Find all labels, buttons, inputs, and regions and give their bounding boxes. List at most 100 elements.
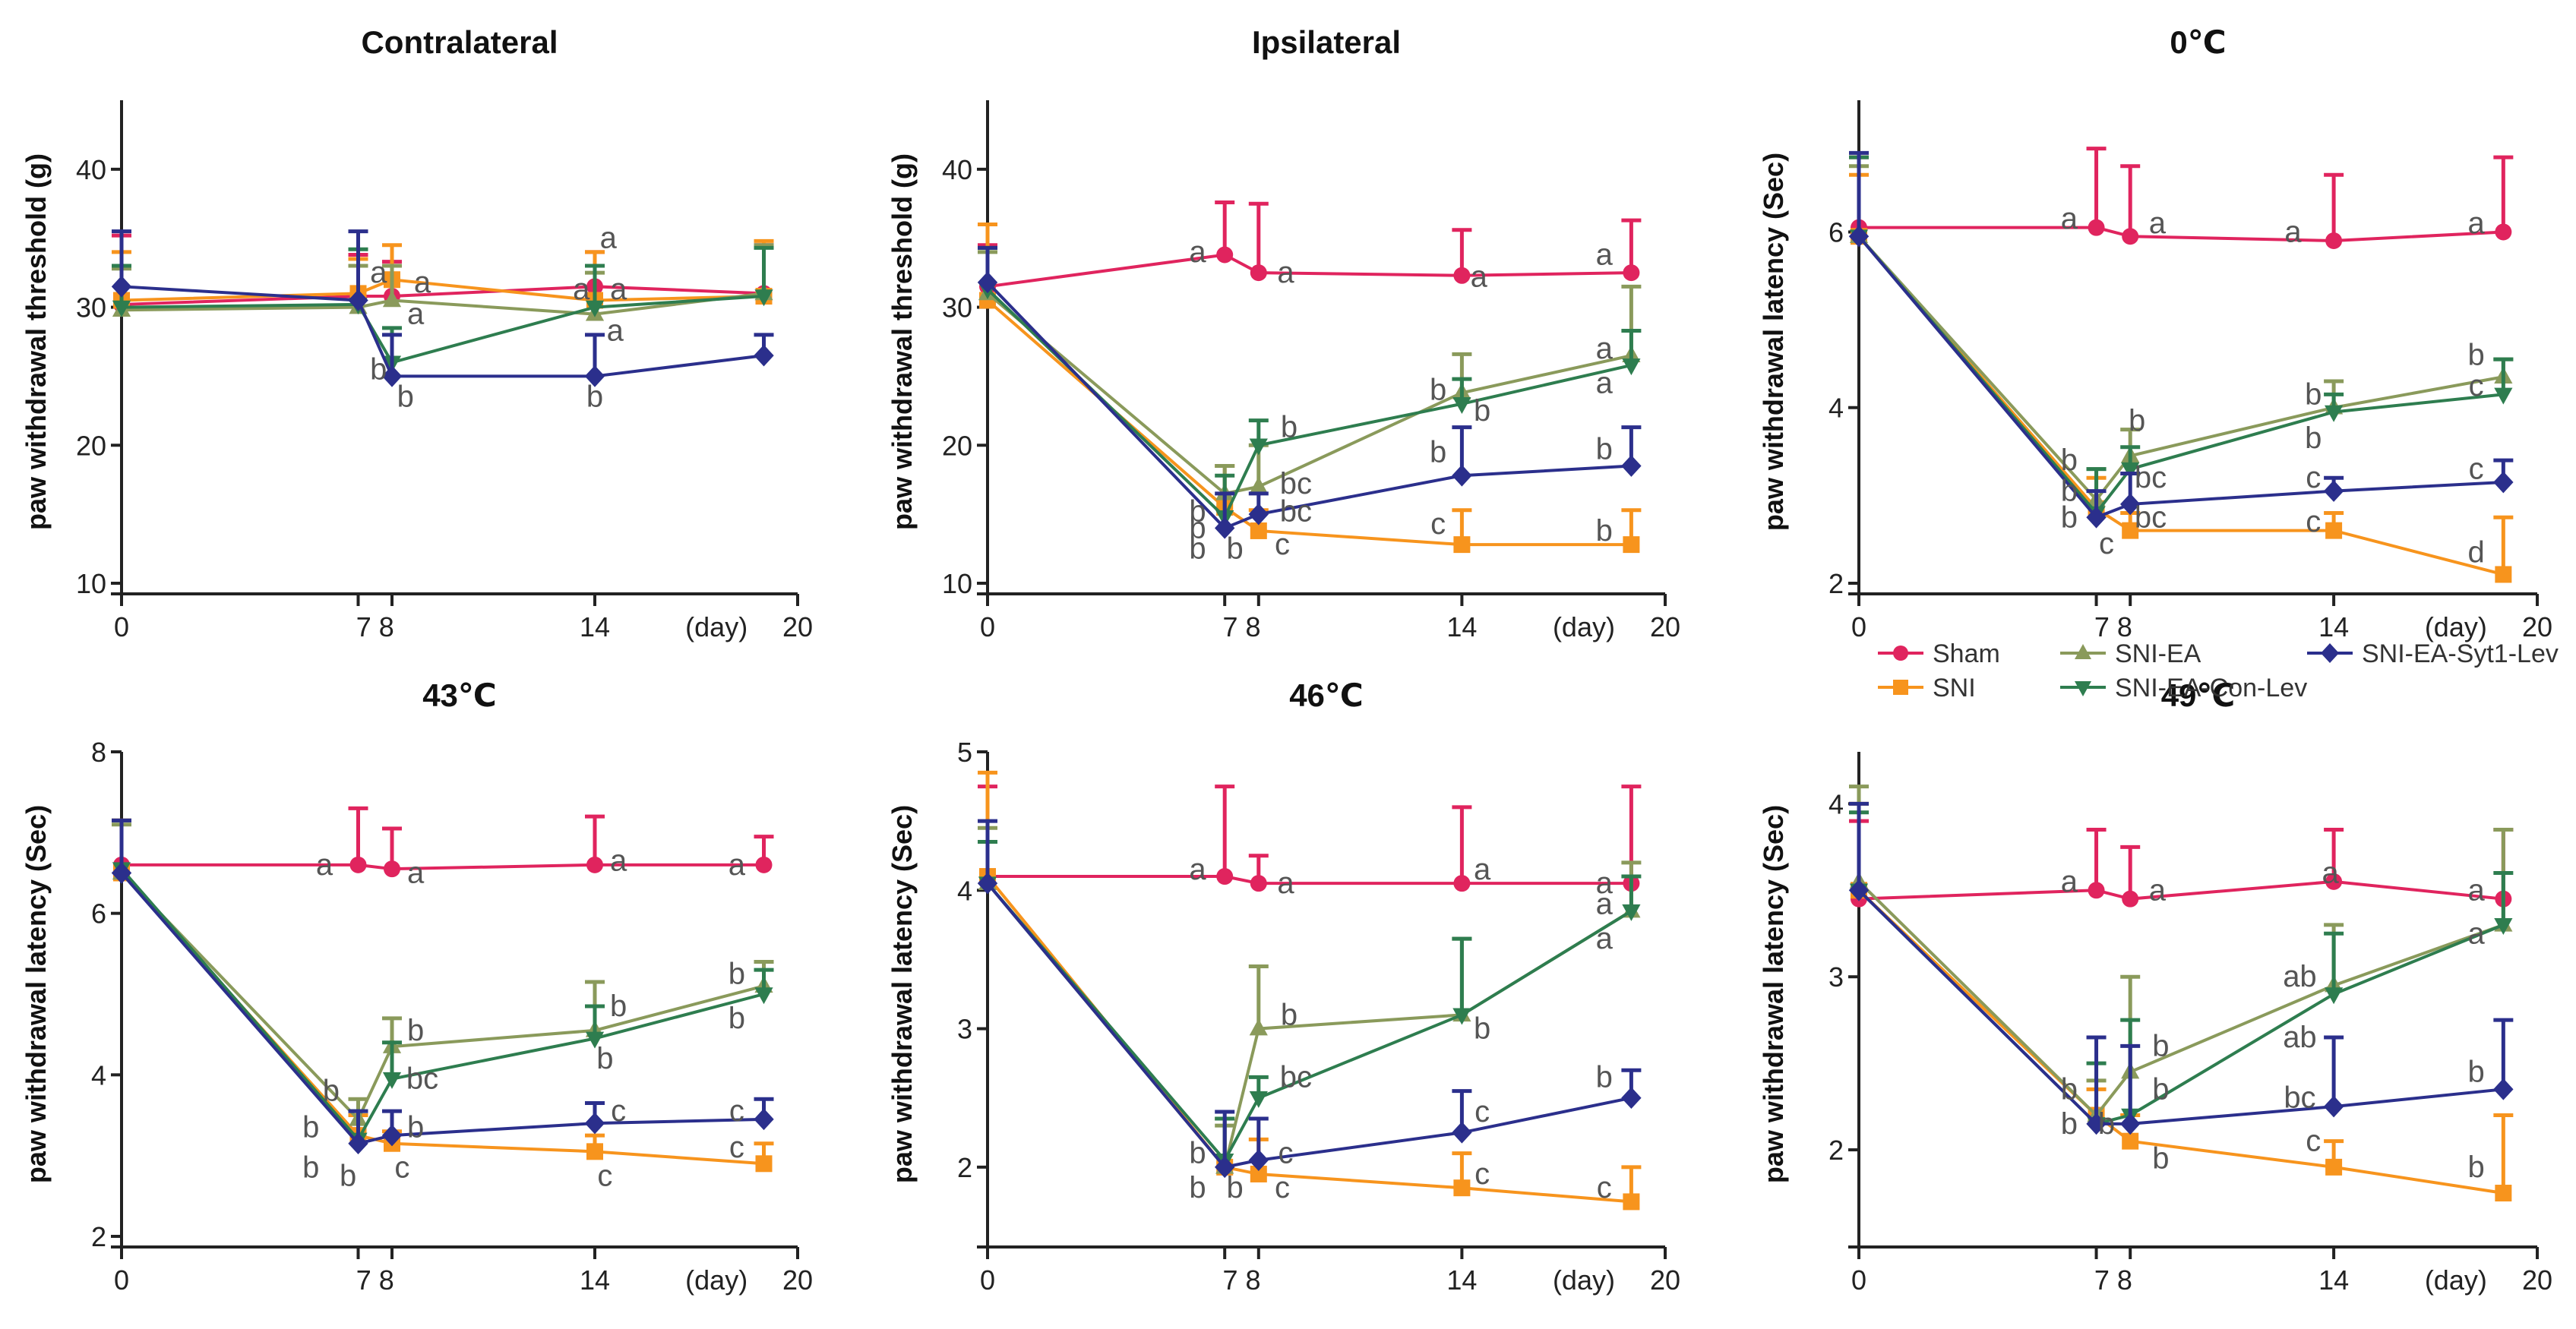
series-sni-ea-syt1-lev (977, 819, 1642, 1179)
significance-letter: b (302, 1110, 319, 1144)
data-point (755, 856, 773, 873)
y-tick-label: 4 (1828, 788, 1844, 819)
series-line (1857, 235, 2504, 516)
significance-letter: b (1189, 532, 1206, 566)
significance-letter: c (1597, 1171, 1612, 1204)
x-tick-label: 14 (580, 611, 610, 642)
significance-letter: bc (1280, 1060, 1312, 1094)
significance-letter: c (1430, 507, 1446, 541)
series-sni-ea-syt1-lev (1848, 150, 2514, 529)
significance-letter: b (1596, 514, 1613, 548)
y-tick-label: 3 (957, 1014, 972, 1045)
y-tick-label: 4 (1828, 393, 1844, 424)
data-point (1248, 1149, 1269, 1172)
significance-letter: b (1281, 411, 1297, 444)
data-point (2495, 223, 2512, 241)
significance-letter: b (2129, 404, 2145, 437)
chart-panel-3: 0℃ 2 4 6 0 7 8 14 20 (day) paw withdrawal latency… (1758, 24, 2552, 642)
significance-letter: a (729, 848, 746, 882)
significance-letter: a (1596, 238, 1614, 272)
significance-letter: c (597, 1159, 612, 1192)
legend-item-sni-ea-syt1-lev: SNI-EA-Syt1-Lev (2307, 639, 2559, 668)
data-point (1250, 875, 1267, 892)
significance-letter: a (1277, 867, 1294, 900)
data-point (2493, 471, 2514, 494)
series-sni-ea-syt1-lev (977, 245, 1642, 539)
significance-letter: c (1278, 1137, 1293, 1170)
series-line (1857, 889, 2505, 1126)
significance-letter: b (1226, 532, 1243, 566)
significance-letter: b (302, 1151, 319, 1185)
significance-letter: a (610, 273, 627, 306)
significance-letter: b (1189, 495, 1206, 529)
x-tick-label: 20 (782, 611, 813, 642)
legend-marker (1893, 646, 1908, 661)
significance-letter: b (1596, 1060, 1613, 1094)
significance-letter: b (610, 990, 627, 1023)
significance-letter: b (729, 957, 745, 990)
data-point (2325, 232, 2343, 250)
chart-title: 49℃ (2161, 677, 2236, 713)
x-tick-label: 7 8 (356, 1264, 394, 1296)
x-tick-label: 7 8 (2094, 611, 2132, 642)
significance-letter: b (1430, 435, 1446, 469)
series-sham (1849, 147, 2514, 250)
series-sni-ea-con-lev (978, 839, 1642, 1170)
data-point (1250, 1165, 1267, 1182)
y-tick-label: 2 (1828, 1135, 1844, 1166)
data-point (2122, 228, 2139, 245)
data-point (2323, 1095, 2344, 1118)
data-point (1250, 522, 1267, 539)
significance-letter: b (1474, 1012, 1490, 1046)
data-point (384, 860, 400, 878)
y-tick-label: 10 (942, 568, 972, 599)
significance-letter: b (2152, 1141, 2169, 1175)
data-point (584, 1112, 605, 1135)
significance-letter: bc (2135, 461, 2167, 494)
data-point (348, 289, 368, 311)
data-point (2325, 405, 2344, 422)
significance-letter: b (2468, 1056, 2485, 1089)
series-sham (978, 784, 1642, 892)
significance-letter: a (2284, 215, 2302, 248)
significance-letter: b (2061, 1072, 2078, 1106)
data-point (1848, 225, 1870, 248)
significance-letter: b (407, 1110, 424, 1144)
significance-letter: b (2305, 421, 2322, 455)
chart-panel-5: 46℃ 2 3 4 5 0 7 8 14 20 (day) paw withdrawal laten… (887, 677, 1680, 1296)
data-point (1249, 1091, 1268, 1108)
data-point (2120, 493, 2141, 516)
significance-letter: c (729, 1094, 744, 1128)
series-line (987, 253, 1632, 289)
significance-letter: b (1430, 374, 1446, 407)
significance-letter: bc (406, 1062, 438, 1096)
legend-item-sham: Sham (1878, 639, 2000, 668)
x-axis-unit-label: (day) (1553, 1264, 1615, 1296)
x-tick-label: 14 (580, 1264, 610, 1296)
data-point (2495, 1185, 2512, 1202)
significance-letter: b (2061, 444, 2078, 477)
data-point (1621, 455, 1642, 477)
data-point (1249, 476, 1268, 494)
data-point (754, 289, 773, 307)
chart-panel-6: 49℃ 2 3 4 0 7 8 14 20 (day) paw withdrawal latenc… (1758, 639, 2559, 1296)
significance-letter: a (370, 256, 387, 289)
x-tick-label: 14 (1446, 611, 1477, 642)
series-line (986, 292, 1632, 496)
data-point (977, 872, 998, 895)
significance-letter: c (2469, 369, 2484, 402)
x-tick-label: 0 (114, 1264, 129, 1296)
data-point (1623, 264, 1640, 282)
significance-letter: bc (1280, 467, 1312, 500)
significance-letter: d (2468, 536, 2485, 570)
significance-letter: a (573, 273, 590, 306)
significance-letter: a (600, 222, 618, 255)
data-point (585, 300, 605, 317)
legend-marker (2075, 681, 2091, 696)
series-sni-ea (1849, 784, 2514, 1122)
significance-letter: b (2061, 475, 2078, 508)
x-tick-label: 0 (114, 611, 129, 642)
data-point (755, 1155, 773, 1173)
significance-letter: a (610, 844, 627, 878)
y-tick-label: 2 (957, 1152, 972, 1183)
